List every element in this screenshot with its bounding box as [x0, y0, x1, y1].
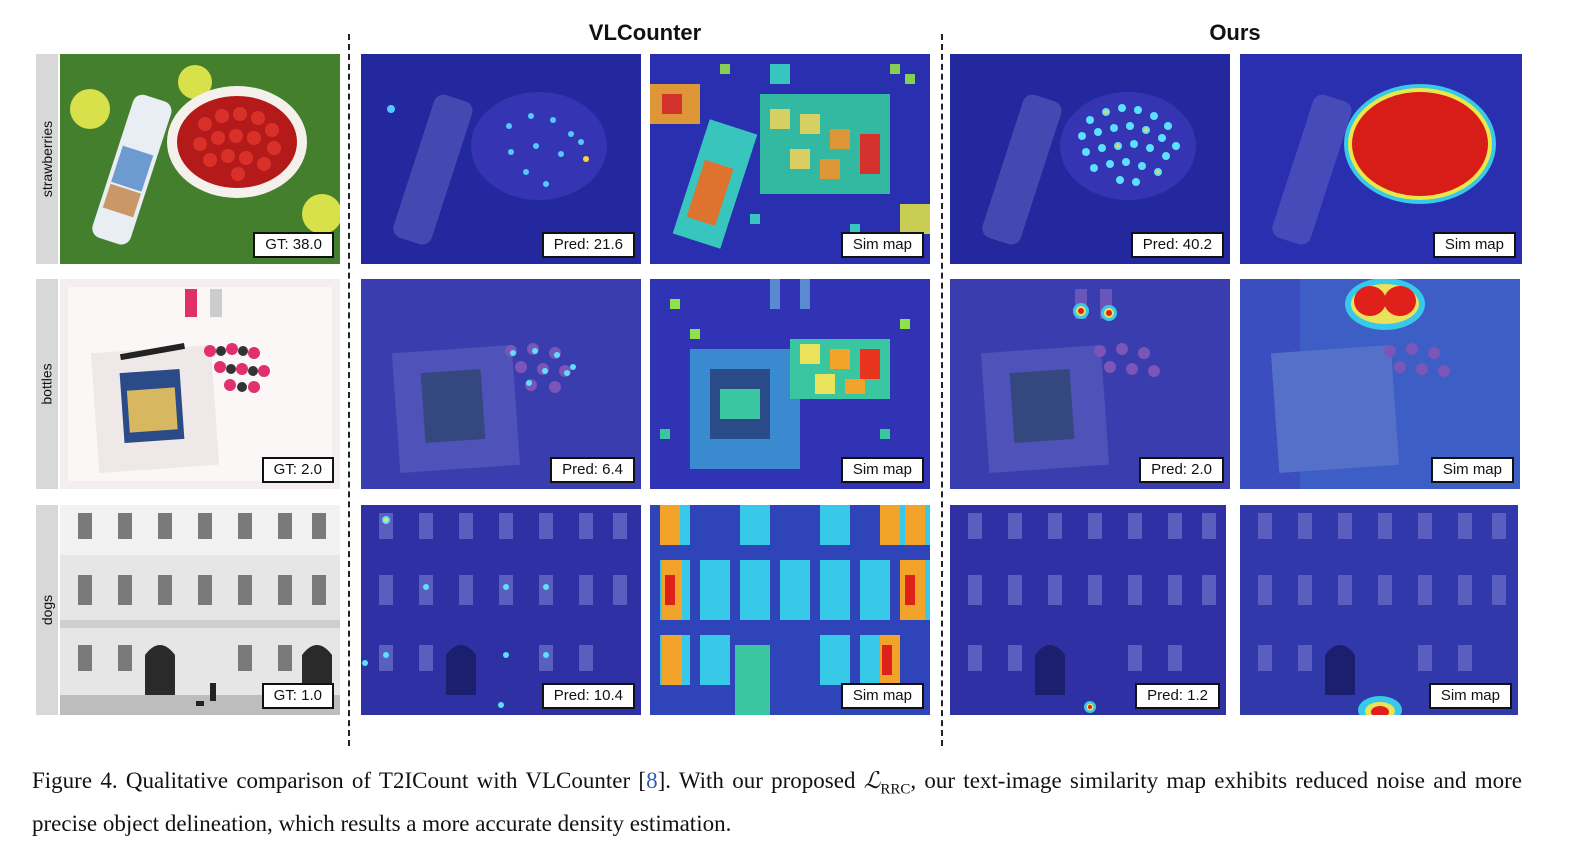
vlcounter-sim-strawberries: Sim map [650, 54, 930, 264]
vlcounter-sim-map-strawberries [650, 54, 930, 264]
row-label-strip-bottles [36, 279, 58, 489]
ours-density-map-dogs [950, 505, 1226, 715]
row-label-bottles: bottles [39, 363, 55, 405]
ours-density-map-strawberries [950, 54, 1230, 264]
vlcounter-density-bottles: Pred: 6.4 [361, 279, 641, 489]
row-label-strawberries: strawberries [39, 120, 55, 198]
vlcounter-sim-map-bottles [650, 279, 930, 489]
divider-left [348, 34, 350, 746]
ours-sim-map-bottles [1240, 279, 1520, 489]
vlcounter-pred-bottles: Pred: 6.4 [550, 457, 635, 483]
vlcounter-sim-dogs: Sim map [650, 505, 930, 715]
ours-pred-dogs: Pred: 1.2 [1135, 683, 1220, 709]
vlcounter-simmap-label-strawberries: Sim map [840, 232, 924, 258]
vlcounter-density-map-bottles [361, 279, 641, 489]
ours-pred-strawberries: Pred: 40.2 [1130, 232, 1224, 258]
row-label-dogs: dogs [39, 594, 56, 626]
vlcounter-density-map-dogs [361, 505, 641, 715]
ours-simmap-label-strawberries: Sim map [1432, 232, 1516, 258]
caption-mid: ]. With our proposed [657, 768, 864, 793]
ours-sim-dogs: Sim map [1240, 505, 1518, 715]
vlcounter-simmap-label-dogs: Sim map [840, 683, 924, 709]
bottles-photo [60, 279, 340, 489]
vlcounter-sim-map-dogs [650, 505, 930, 715]
gt-label-strawberries: GT: 38.0 [253, 232, 334, 258]
ours-pred-bottles: Pred: 2.0 [1139, 457, 1224, 483]
strawberries-photo [60, 54, 340, 264]
gt-label-dogs: GT: 1.0 [261, 683, 334, 709]
vlcounter-simmap-label-bottles: Sim map [840, 457, 924, 483]
ours-sim-map-dogs [1240, 505, 1518, 715]
dogs-photo [60, 505, 340, 715]
image-dogs: GT: 1.0 [60, 505, 340, 715]
caption-tail: , our text-image similarity map exhibits… [32, 768, 1522, 836]
ours-sim-bottles: Sim map [1240, 279, 1520, 489]
ours-simmap-label-dogs: Sim map [1428, 683, 1512, 709]
image-strawberries: GT: 38.0 [60, 54, 340, 264]
ours-density-dogs: Pred: 1.2 [950, 505, 1226, 715]
gt-label-bottles: GT: 2.0 [261, 457, 334, 483]
figure-4: VLCounter Ours strawberries bottles dogs [36, 20, 1522, 746]
ours-sim-strawberries: Sim map [1240, 54, 1522, 264]
divider-right [941, 34, 943, 746]
loss-symbol: ℒRRC [863, 768, 911, 798]
ours-sim-map-strawberries [1240, 54, 1522, 264]
vlcounter-density-strawberries: Pred: 21.6 [361, 54, 641, 264]
vlcounter-density-map-strawberries [361, 54, 641, 264]
column-header-vlcounter: VLCounter [588, 20, 702, 45]
ours-density-map-bottles [950, 279, 1230, 489]
ours-density-bottles: Pred: 2.0 [950, 279, 1230, 489]
ours-density-strawberries: Pred: 40.2 [950, 54, 1230, 264]
vlcounter-pred-strawberries: Pred: 21.6 [541, 232, 635, 258]
ours-simmap-label-bottles: Sim map [1430, 457, 1514, 483]
column-header-ours: Ours [1209, 20, 1261, 45]
row-label-strip-dogs [36, 505, 58, 715]
citation-link[interactable]: 8 [646, 768, 658, 793]
vlcounter-sim-bottles: Sim map [650, 279, 930, 489]
vlcounter-density-dogs: Pred: 10.4 [361, 505, 641, 715]
caption-lead: Figure 4. Qualitative comparison of T2IC… [32, 768, 647, 793]
vlcounter-pred-dogs: Pred: 10.4 [541, 683, 635, 709]
image-bottles: GT: 2.0 [60, 279, 340, 489]
row-label-strip-strawberries [36, 54, 58, 264]
figure-caption: Figure 4. Qualitative comparison of T2IC… [32, 764, 1522, 840]
